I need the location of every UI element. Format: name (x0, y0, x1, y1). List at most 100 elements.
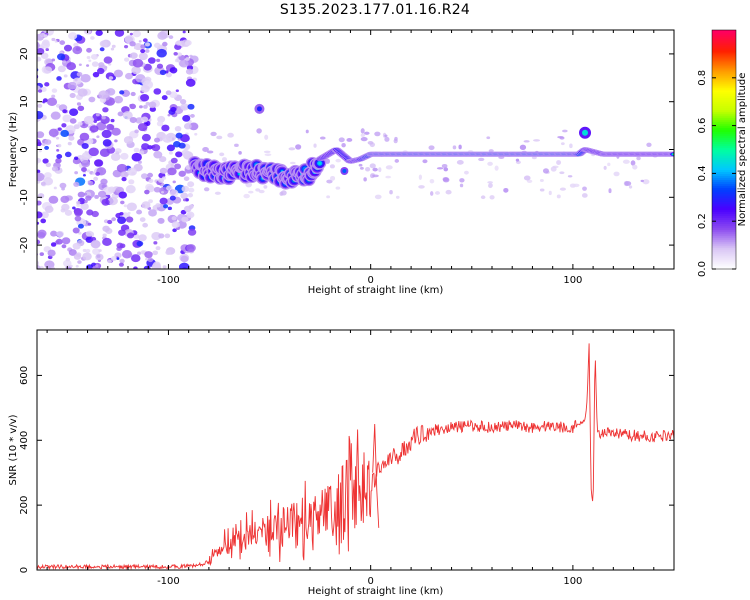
heatmap-cell (175, 89, 179, 93)
heatmap-cell (110, 152, 121, 161)
colorbar-swatch (712, 169, 736, 173)
heatmap-cell (95, 264, 99, 267)
heatmap-cell (154, 42, 161, 49)
heatmap-cell (126, 232, 135, 239)
heatmap-cell (165, 90, 172, 96)
heatmap-cell (97, 190, 107, 198)
heatmap-cell (182, 114, 191, 122)
colorbar-swatch (712, 137, 736, 141)
bottom-xtick-label: 0 (367, 576, 373, 587)
heatmap-cell (41, 116, 45, 120)
heatmap-cell (111, 217, 117, 222)
heatmap-cell (159, 197, 168, 205)
heatmap-cell (124, 44, 129, 49)
heatmap-cell (194, 132, 198, 136)
heatmap-cell (37, 103, 43, 108)
colorbar-swatch (712, 105, 736, 109)
colorbar-swatch (712, 121, 736, 125)
heatmap-cell (86, 209, 94, 216)
heatmap-cell (50, 111, 61, 120)
colorbar-swatch (712, 203, 736, 206)
heatmap-cell (168, 151, 173, 155)
heatmap-cell (142, 222, 148, 228)
heatmap-cell (153, 88, 162, 95)
colorbar-swatch (712, 127, 736, 131)
heatmap-cell (51, 58, 56, 62)
heatmap-cell (129, 32, 133, 36)
heatmap-cell (82, 252, 92, 261)
heatmap-cell (441, 163, 448, 168)
heatmap-cell (374, 131, 381, 137)
heatmap-cell (632, 164, 638, 170)
heatmap-cell (170, 163, 175, 167)
heatmap-cell (119, 90, 125, 95)
heatmap-cell (61, 244, 67, 249)
heatmap-cell (83, 115, 95, 125)
heatmap-cell (86, 55, 91, 60)
heatmap-cell (622, 159, 630, 164)
heatmap-cell (80, 73, 91, 83)
heatmap-cell (62, 109, 68, 114)
heatmap-cell (41, 41, 51, 49)
heatmap-cell (173, 51, 178, 56)
heatmap-cell (175, 151, 183, 158)
heatmap-cell (67, 141, 72, 146)
heatmap-cell (422, 159, 428, 164)
heatmap-cell (151, 231, 162, 241)
heatmap-cell (111, 127, 121, 136)
heatmap-cell (98, 249, 102, 252)
heatmap-cell (428, 145, 435, 151)
heatmap-cell (85, 195, 92, 201)
heatmap-cell (42, 98, 48, 103)
heatmap-cell (79, 132, 90, 141)
heatmap-cell (255, 188, 261, 192)
heatmap-cell (37, 231, 46, 239)
heatmap-cell (140, 85, 150, 93)
heatmap-cell (61, 203, 70, 211)
colorbar-swatch (712, 191, 736, 194)
heatmap-cell (37, 48, 45, 55)
heatmap-cell (125, 72, 133, 80)
heatmap-cell (363, 177, 367, 182)
heatmap-cell (523, 175, 531, 181)
heatmap-cell (480, 195, 486, 200)
heatmap-cell (87, 222, 92, 226)
colorbar-swatch (712, 179, 736, 182)
heatmap-cell (69, 108, 79, 116)
colorbar-swatch (712, 221, 736, 224)
heatmap-cell (503, 187, 509, 193)
heatmap-cell (73, 253, 82, 260)
heatmap-cell (82, 173, 86, 177)
colorbar-swatch (712, 225, 736, 228)
heatmap-cell (140, 44, 146, 49)
heatmap-cell (515, 158, 520, 162)
heatmap-cell (45, 48, 49, 52)
heatmap-cell (37, 221, 40, 225)
colorbar: 0.0 0.2 0.4 0.6 0.8 Normalized spectral ampli… (697, 29, 748, 277)
heatmap-cell (203, 187, 210, 192)
heatmap-cell (37, 138, 41, 147)
heatmap-cell (346, 138, 353, 142)
heatmap-cell (141, 143, 150, 151)
heatmap-cell (131, 152, 142, 162)
bottom-frame (36, 329, 675, 571)
heatmap-cell (43, 172, 52, 179)
heatmap-cell (73, 77, 82, 85)
heatmap-cell (180, 255, 189, 263)
heatmap-cell (219, 152, 225, 157)
colorbar-swatch (712, 51, 736, 55)
colorbar-swatch (712, 49, 736, 53)
heatmap-cell (29, 81, 36, 87)
snr-panel: -100 0 100 0 200 400 600 Height of straight lin… (8, 329, 675, 597)
top-ytick-label: -20 (19, 237, 30, 253)
heatmap-cell (116, 163, 128, 173)
colorbar-swatch (712, 147, 736, 151)
colorbar-swatch (712, 149, 736, 153)
heatmap-cell (133, 147, 140, 153)
colorbar-swatch (712, 183, 736, 186)
heatmap-cell (171, 216, 177, 221)
heatmap-cell (180, 103, 189, 111)
heatmap-cells (29, 30, 674, 269)
heatmap-cell (59, 40, 66, 45)
colorbar-swatch (712, 171, 736, 174)
